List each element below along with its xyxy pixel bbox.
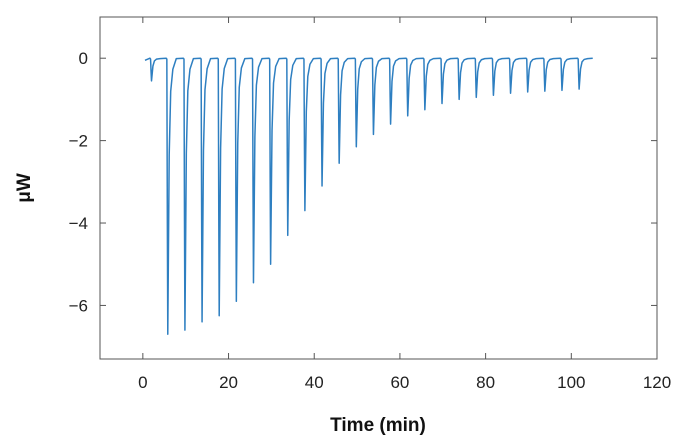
y-tick-label: 0 [79,49,88,68]
x-tick-label: 120 [643,373,671,392]
heat-flow-trace [144,57,593,336]
x-tick-label: 0 [138,373,147,392]
y-tick-label: −2 [69,132,88,151]
plot-frame [99,16,658,360]
y-axis-title: μW [14,173,35,203]
x-tick-label: 20 [219,373,238,392]
x-axis-title: Time (min) [330,415,426,436]
x-tick-label: 40 [305,373,324,392]
x-tick-label: 60 [390,373,409,392]
y-tick-label: −4 [69,214,88,233]
y-tick-label: −6 [69,296,88,315]
y-axis-ticks: 0 −2 −4 −6 [69,49,657,315]
x-tick-label: 80 [476,373,495,392]
x-axis-ticks: 0 20 40 60 80 100 120 [138,17,671,392]
x-tick-label: 100 [557,373,585,392]
